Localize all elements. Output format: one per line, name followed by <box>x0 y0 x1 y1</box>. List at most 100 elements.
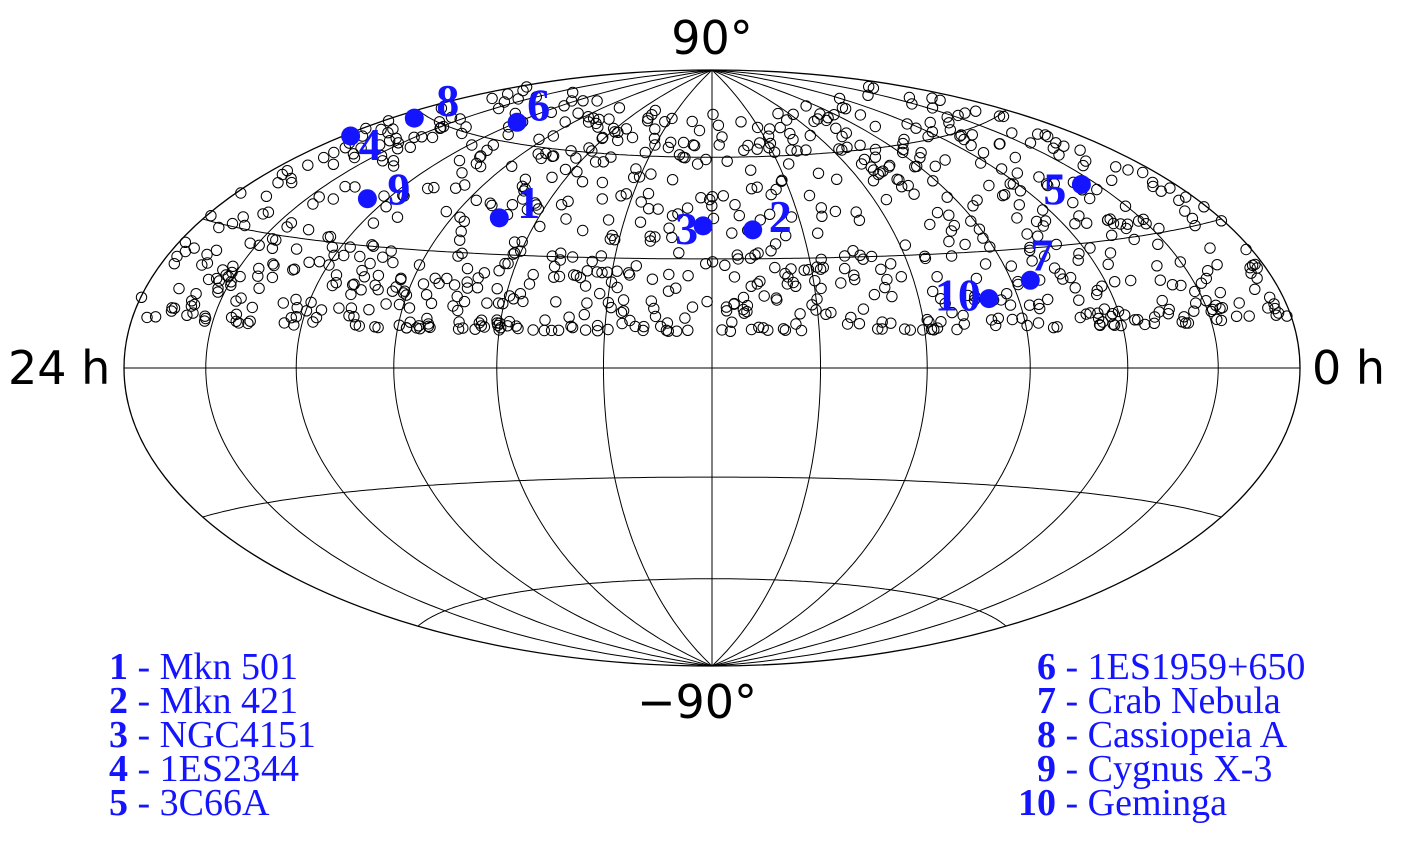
catalog-point <box>1200 272 1213 285</box>
catalog-point <box>677 151 689 163</box>
catalog-point <box>794 308 806 320</box>
catalog-point <box>397 287 410 299</box>
catalog-point <box>173 282 185 295</box>
catalog-point <box>1040 178 1053 190</box>
catalog-point <box>1178 311 1190 323</box>
catalog-point <box>828 109 840 121</box>
catalog-point <box>563 311 575 323</box>
catalog-point <box>382 115 395 127</box>
catalog-point <box>519 173 532 186</box>
catalog-point <box>901 118 913 130</box>
catalog-point <box>971 194 983 206</box>
catalog-point <box>617 294 630 306</box>
catalog-point <box>895 271 907 283</box>
catalog-point <box>1042 293 1054 306</box>
catalog-point <box>745 164 757 176</box>
catalog-point <box>784 127 796 140</box>
catalog-point <box>355 142 367 154</box>
catalog-point <box>287 264 299 276</box>
catalog-point <box>919 252 932 265</box>
catalog-point <box>404 141 416 154</box>
catalog-point <box>548 271 560 283</box>
catalog-point <box>550 296 562 308</box>
legend-name: NGC4151 <box>159 714 316 756</box>
catalog-point <box>1152 238 1164 251</box>
catalog-point <box>885 258 897 270</box>
catalog-point <box>724 325 737 337</box>
catalog-point <box>1032 230 1044 242</box>
catalog-point <box>728 271 741 283</box>
catalog-point <box>471 282 484 294</box>
catalog-point <box>1073 294 1085 306</box>
catalog-point <box>941 191 953 203</box>
catalog-point <box>1119 309 1131 321</box>
catalog-point <box>1009 151 1021 164</box>
catalog-point <box>529 197 541 209</box>
legend-name: 1ES2344 <box>159 748 300 790</box>
catalog-point <box>570 269 583 282</box>
catalog-point <box>367 217 380 229</box>
catalog-point <box>774 121 786 134</box>
catalog-point <box>601 266 614 278</box>
catalog-point <box>959 107 971 119</box>
catalog-point <box>1156 294 1168 307</box>
catalog-point <box>595 250 607 262</box>
catalog-point <box>850 206 862 218</box>
legend-number: 8 <box>1037 714 1056 756</box>
catalog-point <box>348 311 360 323</box>
catalog-point <box>453 316 465 328</box>
catalog-point <box>822 112 834 124</box>
catalog-point <box>958 318 970 330</box>
catalog-point <box>603 113 615 125</box>
catalog-point <box>502 128 514 141</box>
legend-number: 10 <box>1018 782 1056 824</box>
catalog-point <box>516 236 528 248</box>
catalog-point <box>458 215 470 228</box>
legend-right: 6 - 1ES1959+650 7 - Crab Nebula 8 - Cass… <box>1012 648 1305 824</box>
catalog-point <box>380 298 392 310</box>
catalog-point <box>605 276 618 288</box>
catalog-point <box>791 145 803 157</box>
catalog-point <box>790 318 802 330</box>
catalog-point <box>855 158 868 170</box>
meridian-line <box>711 69 1129 667</box>
catalog-point <box>1189 285 1201 298</box>
catalog-point <box>719 259 731 271</box>
catalog-point <box>515 245 527 257</box>
catalog-point <box>869 151 882 163</box>
catalog-point <box>387 160 400 172</box>
catalog-point <box>613 102 626 114</box>
catalog-point <box>226 217 239 230</box>
catalog-point <box>493 265 505 277</box>
catalog-point <box>816 210 828 223</box>
catalog-point <box>808 115 820 128</box>
catalog-point <box>700 153 712 166</box>
catalog-point <box>210 244 223 257</box>
catalog-point <box>997 110 1010 123</box>
catalog-point <box>260 190 273 203</box>
catalog-point <box>1101 214 1114 226</box>
catalog-point <box>605 151 617 163</box>
catalog-point <box>499 257 511 270</box>
catalog-point <box>706 256 719 268</box>
catalog-point <box>1264 291 1276 303</box>
catalog-point <box>800 100 812 112</box>
catalog-point <box>484 197 496 209</box>
catalog-point <box>909 161 921 173</box>
catalog-point <box>721 155 733 167</box>
catalog-point <box>393 298 406 311</box>
catalog-point <box>508 236 521 248</box>
catalog-point <box>168 258 181 270</box>
catalog-point <box>328 146 340 159</box>
catalog-point <box>965 215 977 227</box>
catalog-point <box>1097 316 1109 328</box>
catalog-point <box>230 315 242 327</box>
catalog-point <box>1092 307 1104 319</box>
catalog-point <box>507 248 519 260</box>
catalog-point <box>857 253 869 265</box>
catalog-point <box>659 116 671 128</box>
catalog-point <box>939 154 951 166</box>
catalog-point <box>876 323 888 335</box>
catalog-point <box>305 296 317 308</box>
catalog-point <box>839 262 851 275</box>
